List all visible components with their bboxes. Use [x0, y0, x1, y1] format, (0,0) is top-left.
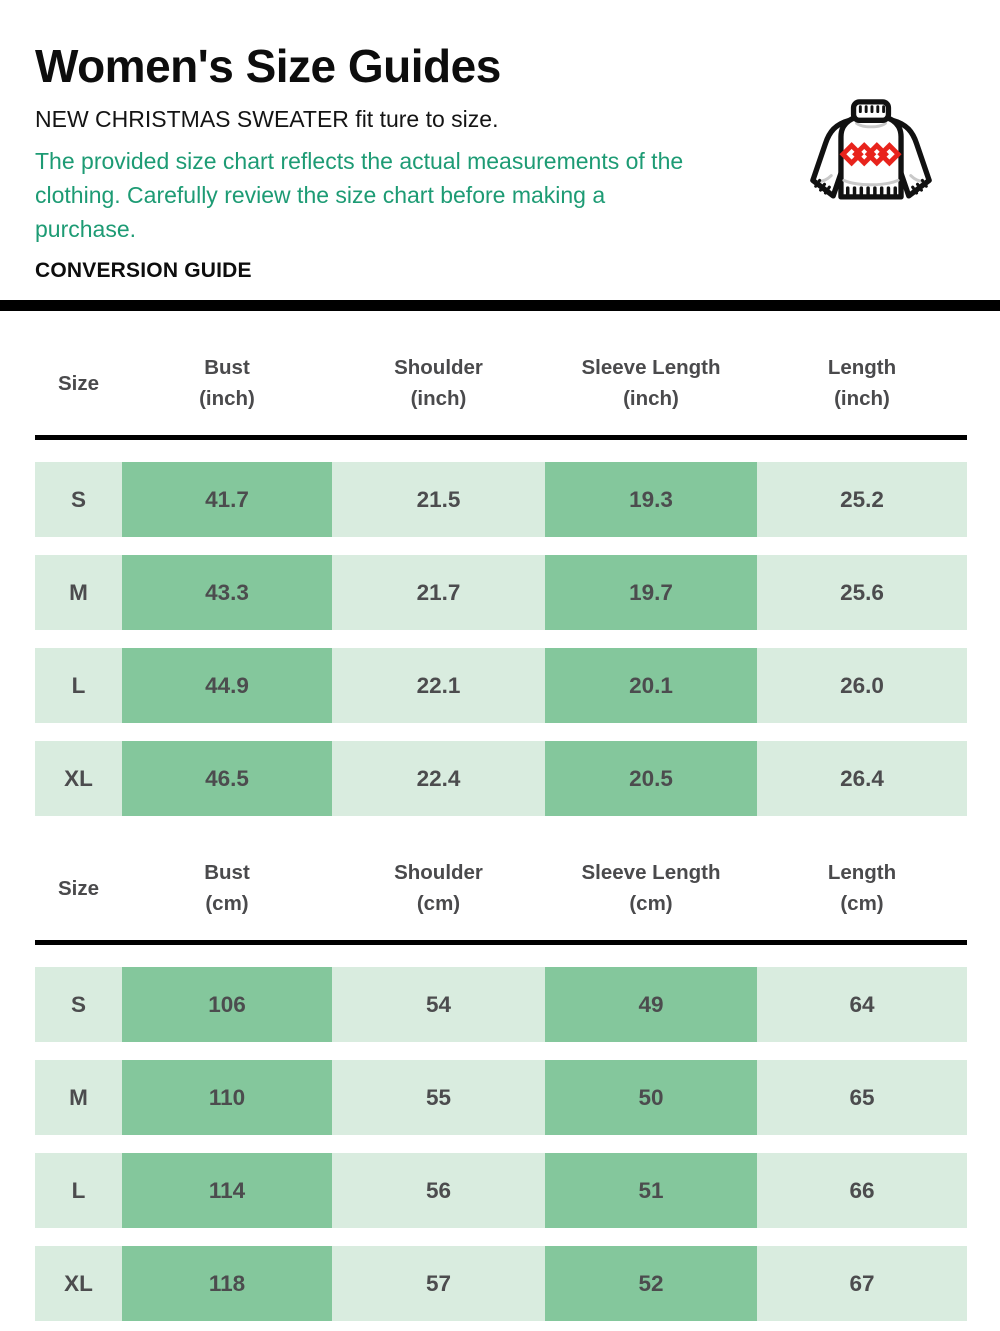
- length-cell: 66: [757, 1153, 967, 1229]
- table-row-s: S 106 54 49 64: [35, 967, 967, 1043]
- table-header-row: Size Bust (inch) Shoulder (inch) Sleeve …: [35, 311, 967, 414]
- size-cell: L: [35, 1153, 122, 1229]
- length-cell: 26.4: [757, 741, 967, 817]
- header-size: Size: [57, 371, 100, 395]
- shoulder-cell: 55: [332, 1060, 545, 1136]
- size-cell: M: [35, 555, 122, 631]
- header-sleeve-length: Sleeve Length (cm): [581, 861, 721, 916]
- table-row-xl: XL 46.5 22.4 20.5 26.4: [35, 741, 967, 817]
- length-cell: 26.0: [757, 648, 967, 724]
- shoulder-cell: 21.7: [332, 555, 545, 631]
- header-underline: [35, 940, 967, 946]
- shoulder-cell: 21.5: [332, 462, 545, 538]
- sleeve-length-cell: 52: [545, 1246, 757, 1322]
- sleeve-length-cell: 19.7: [545, 555, 757, 631]
- shoulder-cell: 56: [332, 1153, 545, 1229]
- sleeve-length-cell: 20.1: [545, 648, 757, 724]
- bust-cell: 41.7: [122, 462, 332, 538]
- header-shoulder: Shoulder (cm): [394, 861, 483, 916]
- table-row-s: S 41.7 21.5 19.3 25.2: [35, 462, 967, 538]
- header-size: Size: [57, 876, 100, 900]
- bust-cell: 110: [122, 1060, 332, 1136]
- length-cell: 25.2: [757, 462, 967, 538]
- table-row-m: M 110 55 50 65: [35, 1060, 967, 1136]
- length-cell: 67: [757, 1246, 967, 1322]
- size-cell: S: [35, 967, 122, 1043]
- sleeve-length-cell: 20.5: [545, 741, 757, 817]
- diamond-pattern: [839, 142, 902, 167]
- table-row-l: L 44.9 22.1 20.1 26.0: [35, 648, 967, 724]
- bust-cell: 46.5: [122, 741, 332, 817]
- product-fit-subtitle: NEW CHRISTMAS SWEATER fit ture to size.: [35, 106, 499, 133]
- header-shoulder: Shoulder (inch): [394, 356, 483, 411]
- size-table-inch: Size Bust (inch) Shoulder (inch) Sleeve …: [35, 311, 967, 817]
- size-cell: S: [35, 462, 122, 538]
- size-cell: L: [35, 648, 122, 724]
- bust-cell: 118: [122, 1246, 332, 1322]
- size-cell: XL: [35, 741, 122, 817]
- header-bust: Bust (cm): [204, 861, 250, 916]
- table-row-xl: XL 118 57 52 67: [35, 1246, 967, 1322]
- sleeve-length-cell: 19.3: [545, 462, 757, 538]
- bust-cell: 43.3: [122, 555, 332, 631]
- table-row-l: L 114 56 51 66: [35, 1153, 967, 1229]
- bust-cell: 44.9: [122, 648, 332, 724]
- bust-cell: 114: [122, 1153, 332, 1229]
- conversion-guide-label: CONVERSION GUIDE: [35, 259, 252, 283]
- page-title: Women's Size Guides: [35, 40, 501, 92]
- sleeve-length-cell: 49: [545, 967, 757, 1043]
- header-underline: [35, 435, 967, 441]
- size-table-cm: Size Bust (cm) Shoulder (cm) Sleeve Leng…: [35, 816, 967, 1322]
- header-length: Length (inch): [827, 356, 897, 411]
- header-bust: Bust (inch): [199, 356, 255, 411]
- sleeve-length-cell: 51: [545, 1153, 757, 1229]
- header-sleeve-length: Sleeve Length (inch): [581, 356, 721, 411]
- length-cell: 65: [757, 1060, 967, 1136]
- length-cell: 64: [757, 967, 967, 1043]
- shoulder-cell: 57: [332, 1246, 545, 1322]
- sweater-icon: [803, 98, 939, 224]
- measurement-note: The provided size chart reflects the act…: [35, 148, 684, 243]
- sleeve-length-cell: 50: [545, 1060, 757, 1136]
- shoulder-cell: 22.4: [332, 741, 545, 817]
- size-cell: M: [35, 1060, 122, 1136]
- size-cell: XL: [35, 1246, 122, 1322]
- bust-cell: 106: [122, 967, 332, 1043]
- section-divider: [0, 300, 1000, 312]
- table-header-row: Size Bust (cm) Shoulder (cm) Sleeve Leng…: [35, 816, 967, 919]
- table-row-m: M 43.3 21.7 19.7 25.6: [35, 555, 967, 631]
- shoulder-cell: 22.1: [332, 648, 545, 724]
- header-length: Length (cm): [827, 861, 897, 916]
- shoulder-cell: 54: [332, 967, 545, 1043]
- length-cell: 25.6: [757, 555, 967, 631]
